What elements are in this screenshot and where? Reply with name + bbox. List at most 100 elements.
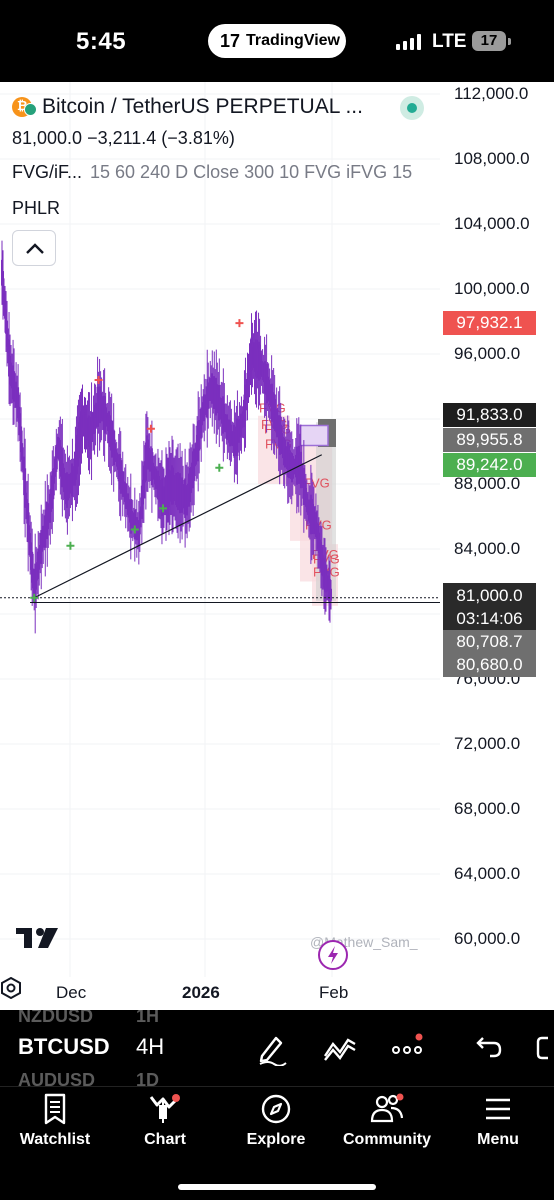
candle-body [290,453,293,483]
nav-community[interactable]: Community [332,1093,442,1163]
candle-body [228,419,231,443]
ghost-symbol-above: NZDUSD [18,1010,93,1026]
candle-body [170,471,173,497]
candle-body [109,419,112,451]
candle-body [124,483,127,510]
candle-body [41,529,44,552]
candle-body [76,434,79,475]
indicator-fvg-row[interactable]: FVG/iF... 15 60 240 D Close 300 10 FVG iF… [12,162,437,183]
candle-body [131,512,134,529]
candle-body [179,473,182,514]
time-axis[interactable]: Dec 2026 Feb [0,977,554,1010]
candle-body [267,379,270,402]
candle-body [58,437,61,462]
candle-body [46,502,49,540]
candle-body [282,437,285,466]
more-options-icon[interactable] [390,1030,426,1066]
nav-label: Explore [246,1131,306,1148]
candle-body [299,451,302,489]
candle-body [203,394,206,422]
undo-icon[interactable] [468,1030,504,1066]
drawing-tool-icon[interactable] [254,1030,290,1066]
candle-body [93,404,96,434]
bar-countdown: 03:14:06 [456,609,523,628]
candle-body [280,432,283,454]
candle-body [71,463,74,497]
candle-body [300,463,303,488]
candle-body [55,447,58,472]
candle-body [73,466,76,486]
price-tick: 96,000.0 [454,344,521,363]
candle-body [262,366,265,383]
candle-body [278,415,281,455]
candle-body [23,456,26,496]
symbol-selector[interactable]: BTCUSD [18,1034,110,1059]
candle-body [113,443,116,460]
market-status-icon[interactable] [400,96,424,120]
nav-chart[interactable]: Chart [110,1093,220,1163]
indicator-fvg-name: FVG/iF... [12,162,83,182]
candle-body [65,479,68,505]
indicators-icon[interactable] [322,1030,358,1066]
candle-body [221,400,224,424]
symbol-row[interactable]: Bitcoin / TetherUS PERPETUAL ... [12,94,363,120]
candle-body [98,386,101,424]
settings-icon[interactable] [0,977,22,999]
candle-body [223,404,226,432]
time-tick: Dec [56,983,87,1002]
collapse-legend-button[interactable] [12,230,56,266]
redo-icon[interactable] [530,1030,554,1066]
interval-selector[interactable]: 4H [136,1034,165,1059]
nav-label: Chart [144,1131,186,1148]
candle-body [137,520,140,546]
battery-icon: 17 [472,31,506,51]
candle-body [144,442,147,481]
candle-body [185,485,188,514]
candle-body [232,432,235,447]
candle-body [285,446,288,470]
status-time: 5:45 [76,28,127,55]
chart-area[interactable]: FVGFVGFVGFVGFVGFVGFVGFVGFVG Bitcoin / Te… [0,82,554,1010]
price-tag-level: 80,680.0 [443,653,536,677]
trendline [33,454,323,599]
candle-body [301,473,304,489]
candle-body [37,551,40,579]
candle-body [202,402,205,420]
candle-body [199,421,202,438]
candle-body [74,451,77,486]
lightning-icon[interactable] [318,940,348,970]
candle-body [14,383,17,398]
nav-explore[interactable]: Explore [221,1093,331,1163]
tradingview-pill[interactable]: 17 TradingView [208,24,346,58]
candle-body [16,389,19,408]
candle-body [162,486,165,511]
candle-body [167,477,170,504]
candle-body [5,309,8,334]
tradingview-pill-label: TradingView [246,32,340,49]
candle-body [160,478,163,517]
nav-watchlist[interactable]: Watchlist [0,1093,110,1163]
candle-body [107,411,110,444]
candle-body [181,477,184,513]
candle-body [329,588,332,601]
candle-body [6,320,9,347]
symbol-title: Bitcoin / TetherUS PERPETUAL ... [42,95,363,118]
indicator-phlr-row[interactable]: PHLR [12,198,61,218]
candle-body [289,452,292,480]
candle-body [219,397,222,415]
candle-body [288,450,291,478]
candle-body [259,353,262,377]
price-axis[interactable]: 112,000.0 108,000.0 104,000.0 100,000.0 … [440,82,554,982]
candle-body [123,482,126,502]
price-chart[interactable]: FVGFVGFVGFVGFVGFVGFVGFVGFVG [0,82,554,982]
chart-icon [149,1094,180,1123]
candle-body [161,486,164,514]
candle-body [296,448,299,482]
candle-body [51,475,54,509]
candle-body [111,434,114,453]
nav-menu[interactable]: Menu [443,1093,553,1163]
candle-body [206,379,209,419]
candle-body [188,473,191,507]
candle-body [119,457,122,494]
